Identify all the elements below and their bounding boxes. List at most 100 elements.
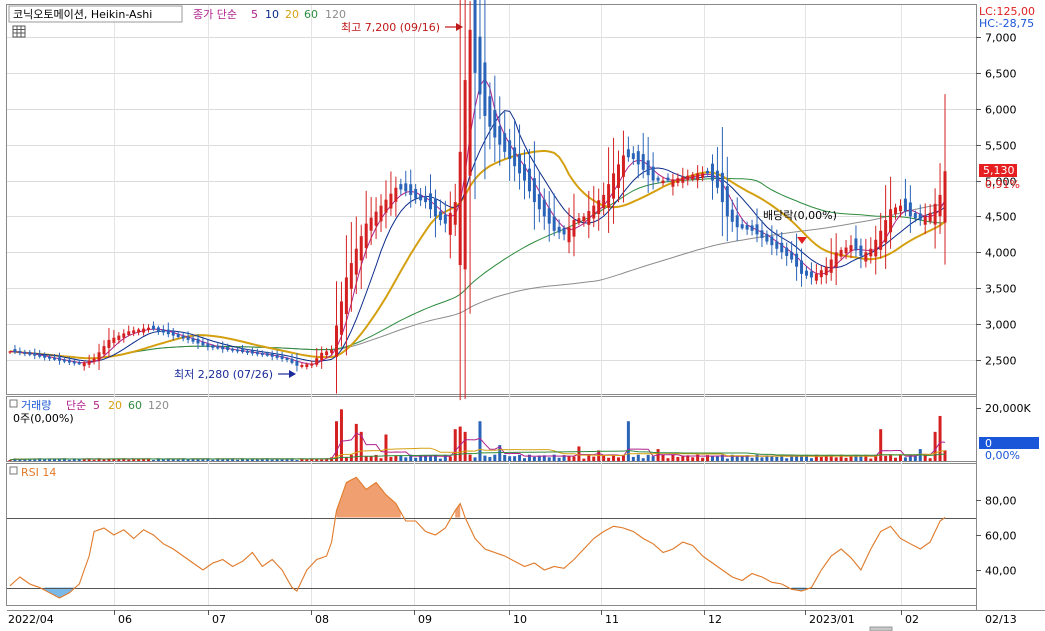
volume-bar xyxy=(369,456,373,461)
volume-bar xyxy=(166,458,170,461)
candle-body xyxy=(710,163,714,181)
candle-body xyxy=(241,349,245,353)
volume-bar xyxy=(483,455,487,461)
candle-body xyxy=(824,266,828,276)
candle-body xyxy=(869,248,873,257)
table-icon[interactable] xyxy=(12,25,26,38)
candle-body xyxy=(884,220,888,243)
candle-body xyxy=(483,62,487,116)
stock-name-box[interactable] xyxy=(8,5,183,23)
volume-bar xyxy=(433,454,437,461)
volume-bar xyxy=(834,457,838,461)
candle-body xyxy=(730,209,734,222)
candle-body xyxy=(414,188,418,199)
candle-body xyxy=(933,203,937,225)
candle-body xyxy=(750,225,754,231)
volume-bar xyxy=(710,455,714,461)
volume-bar xyxy=(725,458,729,461)
heikin-ashi-candles xyxy=(8,0,947,401)
volume-axis-top: 20,000K xyxy=(985,402,1031,415)
candle-body xyxy=(315,358,319,365)
volume-bar xyxy=(419,455,423,461)
candle-body xyxy=(829,259,833,273)
high-label: 최고 7,200 (09/16) xyxy=(341,21,440,34)
volume-bar xyxy=(122,458,126,461)
volume-bar xyxy=(587,454,591,461)
volume-bar xyxy=(176,459,180,461)
candle-body xyxy=(23,351,27,354)
volume-bar xyxy=(859,456,863,461)
volume-bar xyxy=(151,459,155,461)
candle-body xyxy=(616,164,620,188)
volume-bar xyxy=(102,459,106,461)
candle-body xyxy=(844,247,848,254)
volume-bar xyxy=(374,454,378,461)
candle-body xyxy=(33,352,37,356)
volume-bar xyxy=(869,458,873,461)
volume-bar xyxy=(809,458,813,461)
candle-body xyxy=(433,199,437,217)
x-tick-label: 10 xyxy=(513,613,527,626)
volume-bar xyxy=(409,454,413,461)
volume-bar xyxy=(800,456,804,461)
candle-body xyxy=(270,353,274,357)
volume-bar xyxy=(265,458,269,461)
volume-bar xyxy=(53,458,57,461)
candle-body xyxy=(13,349,17,353)
volume-bar xyxy=(612,454,616,461)
candle-body xyxy=(755,224,759,235)
candle-body xyxy=(651,166,655,181)
rsi-axis: 80,00 60,00 40,00 xyxy=(976,495,1017,578)
price-tick-label: 7,000 xyxy=(985,32,1017,45)
candle-body xyxy=(62,359,66,362)
candle-body xyxy=(636,151,640,165)
volume-bar xyxy=(72,458,76,461)
candle-body xyxy=(250,350,254,354)
volume-bar xyxy=(379,458,383,461)
volume-bar xyxy=(849,455,853,461)
candle-body xyxy=(221,346,225,350)
volume-bar xyxy=(879,429,883,461)
volume-bar xyxy=(701,457,705,461)
volume-legend-120: 120 xyxy=(148,399,169,412)
volume-bar xyxy=(38,458,42,461)
candle-body xyxy=(681,176,685,183)
volume-bar xyxy=(399,455,403,461)
volume-bar xyxy=(755,454,759,461)
volume-bar xyxy=(18,459,22,461)
stock-name: 코닉오토메이션, Heikin-Ashi xyxy=(13,8,152,21)
volume-bar xyxy=(117,459,121,461)
volume-bar xyxy=(429,456,433,461)
scroll-handle[interactable] xyxy=(869,626,893,631)
candle-body xyxy=(275,355,279,358)
volume-bar xyxy=(275,458,279,461)
candle-body xyxy=(478,36,482,95)
volume-bar xyxy=(87,458,91,461)
candle-body xyxy=(147,327,151,330)
volume-bar xyxy=(760,457,764,461)
candle-body xyxy=(612,173,616,199)
candle-body xyxy=(646,160,650,176)
volume-bar xyxy=(592,456,596,461)
volume-bar xyxy=(339,409,343,461)
price-tick-label: 5,000 xyxy=(985,176,1017,189)
candle-body xyxy=(295,360,299,366)
candle-body xyxy=(691,174,695,180)
candle-body xyxy=(879,230,883,250)
x-tick-label: 12 xyxy=(708,613,722,626)
ma-20-line xyxy=(9,149,946,360)
volume-bar xyxy=(552,454,556,461)
candle-body xyxy=(493,110,497,138)
candle-body xyxy=(814,273,818,281)
candle-body xyxy=(399,184,403,190)
volume-bar xyxy=(839,454,843,461)
rsi-legend-box xyxy=(9,466,18,475)
candle-body xyxy=(582,216,586,222)
candle-body xyxy=(404,183,408,192)
volume-bar xyxy=(43,459,47,461)
candle-body xyxy=(720,172,724,203)
candle-body xyxy=(448,212,452,235)
candle-body xyxy=(849,245,853,252)
candle-body xyxy=(676,178,680,183)
